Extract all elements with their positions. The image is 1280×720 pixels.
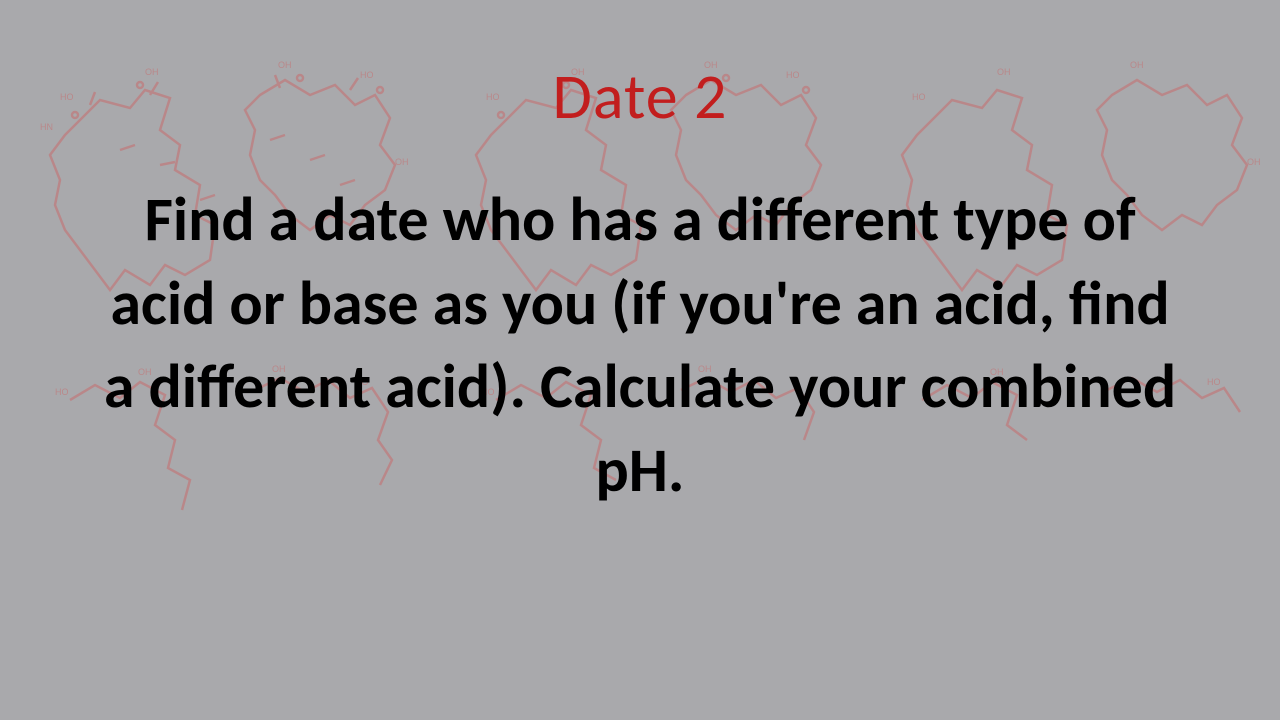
slide-content: Date 2 Find a date who has a different t… xyxy=(0,0,1280,720)
slide-body-text: Find a date who has a different type of … xyxy=(90,178,1190,513)
slide-title: Date 2 xyxy=(553,58,728,136)
